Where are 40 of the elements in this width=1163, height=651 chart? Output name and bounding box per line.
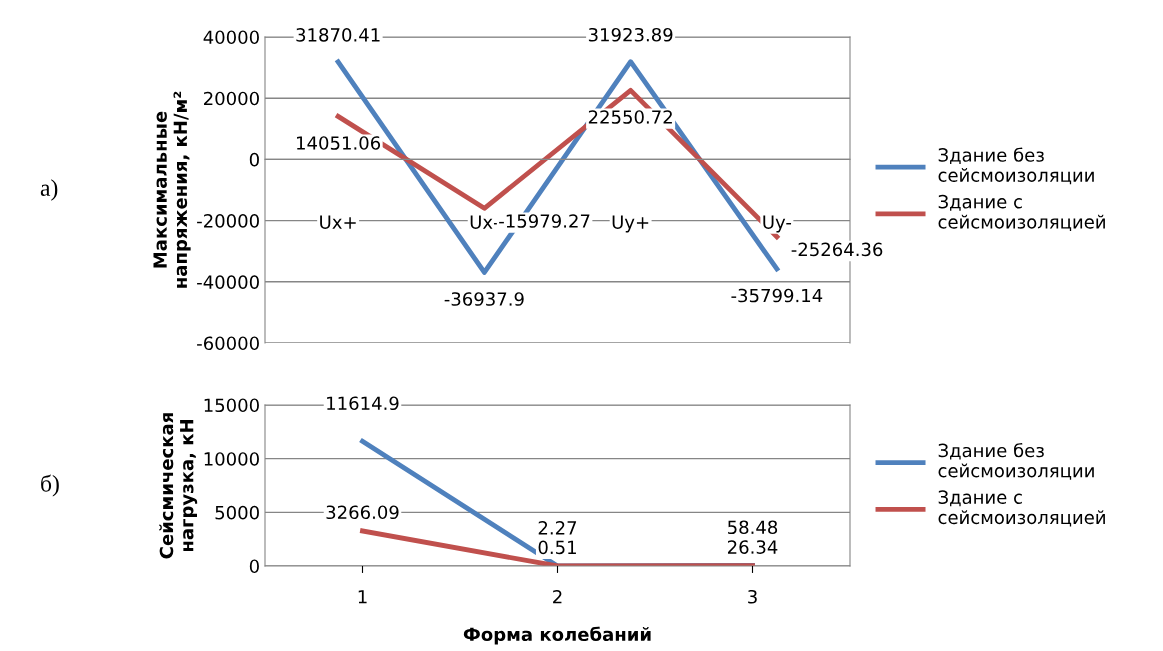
y-axis-title: Сейсмическая нагрузка, кН xyxy=(159,413,198,559)
x-tick-label: 3 xyxy=(748,589,757,604)
legend-label: Здание без сейсмоизоляции xyxy=(938,442,1094,480)
data-label: -35799.14 xyxy=(731,288,823,303)
legend-label: Здание без сейсмоизоляции xyxy=(938,147,1094,185)
legend-label: Здание с сейсмоизоляцией xyxy=(938,194,1105,231)
x-tick-label: Ux- xyxy=(470,215,499,229)
y-tick-label: -20000 xyxy=(197,214,259,228)
data-label: 58.48 xyxy=(728,520,778,535)
x-axis-title: Форма колебаний xyxy=(463,626,651,645)
x-tick-label: Ux+ xyxy=(320,215,356,229)
y-tick-label: 20000 xyxy=(204,91,259,106)
y-tick-label: -60000 xyxy=(197,336,259,351)
y-tick-label: 5000 xyxy=(215,505,259,520)
data-label: 0.51 xyxy=(538,540,576,555)
data-label: 2.27 xyxy=(538,521,577,535)
data-label: 11614.9 xyxy=(327,396,399,411)
data-label: 26.34 xyxy=(727,540,778,554)
text: а) xyxy=(40,179,58,201)
data-label: 3266.09 xyxy=(326,505,399,520)
y-tick-label: -40000 xyxy=(197,275,259,289)
data-label: 31870.41 xyxy=(296,28,380,42)
text: б) xyxy=(41,474,59,497)
legend-label: Здание с сейсмоизоляцией xyxy=(938,490,1105,527)
data-label: -25264.36 xyxy=(791,242,883,257)
y-tick-label: 0 xyxy=(249,559,259,574)
data-label: -36937.9 xyxy=(444,292,524,306)
y-tick-label: 40000 xyxy=(203,30,259,45)
x-tick-label: 1 xyxy=(358,590,367,604)
y-tick-label: 10000 xyxy=(204,452,259,466)
x-tick-label: Uy- xyxy=(763,215,792,233)
x-tick-label: 2 xyxy=(553,589,562,604)
data-label: 22550.72 xyxy=(588,110,672,124)
x-tick-label: Uy+ xyxy=(612,215,649,233)
y-tick-label: 15000 xyxy=(204,398,259,413)
data-label: 14051.06 xyxy=(297,136,381,150)
data-label: -15979.27 xyxy=(499,214,590,228)
data-label: 31923.89 xyxy=(588,27,673,42)
y-axis-title: Максимальные напряжения, кН/м² xyxy=(153,91,191,288)
y-tick-label: 0 xyxy=(249,152,259,167)
